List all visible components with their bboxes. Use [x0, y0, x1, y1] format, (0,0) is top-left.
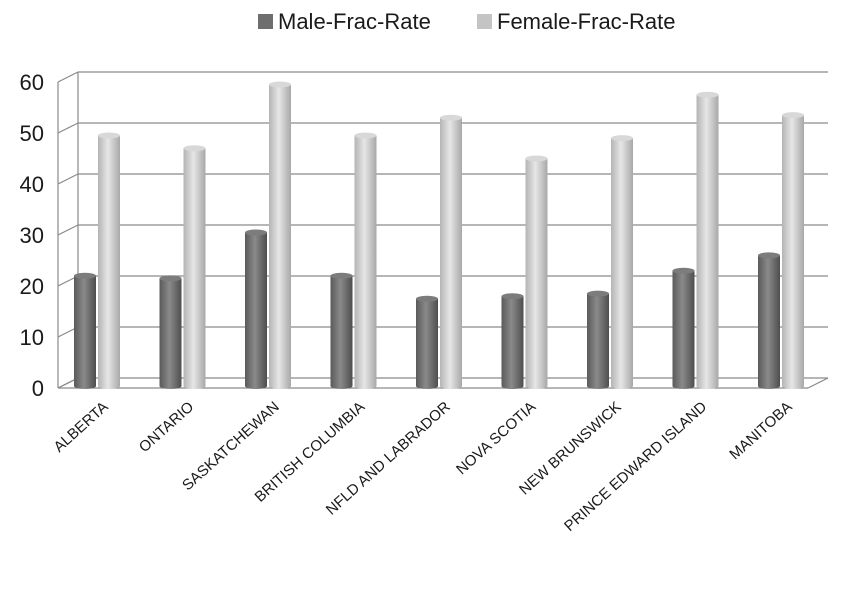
- x-category-label: ONTARIO: [136, 398, 197, 456]
- bar-bottom: [440, 383, 462, 389]
- bar-top: [98, 132, 120, 139]
- bar-male-2: [245, 229, 267, 389]
- bar-body: [782, 115, 804, 387]
- bar-female-3: [354, 132, 377, 389]
- bar-female-0: [98, 132, 120, 389]
- bar-bottom: [98, 383, 120, 389]
- legend-label-female: Female-Frac-Rate: [497, 9, 675, 34]
- bar-body: [501, 296, 524, 386]
- bar-bottom: [525, 383, 548, 389]
- y-tick-label: 40: [20, 172, 44, 197]
- x-category-label: NOVA SCOTIA: [453, 398, 539, 478]
- bar-female-5: [525, 155, 548, 389]
- bar-bottom: [183, 383, 206, 389]
- y-tick-label: 60: [20, 70, 44, 95]
- bar-female-4: [440, 114, 462, 389]
- bar-female-8: [782, 112, 804, 389]
- bar-bottom: [782, 383, 804, 389]
- bar-body: [269, 84, 291, 387]
- legend: Male-Frac-Rate Female-Frac-Rate: [258, 9, 675, 34]
- bar-body: [98, 135, 120, 386]
- bar-female-1: [183, 145, 206, 389]
- bar-body: [330, 275, 353, 386]
- bar-male-6: [587, 290, 609, 389]
- bar-male-8: [758, 252, 780, 389]
- bar-bottom: [416, 383, 438, 389]
- bar-female-7: [696, 91, 719, 389]
- bar-bottom: [672, 383, 695, 389]
- y-tick-label: 10: [20, 325, 44, 350]
- bar-top: [782, 112, 804, 119]
- bar-top: [587, 290, 609, 297]
- bar-male-5: [501, 293, 524, 389]
- x-category-label: ALBERTA: [51, 398, 112, 455]
- bar-top: [758, 252, 780, 259]
- bar-top: [525, 155, 548, 162]
- bar-male-7: [672, 267, 695, 389]
- legend-swatch-female: [477, 14, 492, 29]
- bar-body: [758, 255, 780, 386]
- bar-body: [696, 94, 719, 386]
- bar-bottom: [245, 383, 267, 389]
- bar-body: [416, 298, 438, 386]
- bar-bottom: [74, 383, 96, 389]
- gridline-depth: [57, 224, 79, 236]
- bar-bottom: [758, 383, 780, 389]
- bar-bottom: [587, 383, 609, 389]
- bar-male-1: [159, 275, 182, 389]
- bar-body: [611, 138, 633, 386]
- bar-body: [525, 158, 548, 386]
- y-axis-ticks: 0 10 20 30 40 50 60: [20, 70, 44, 401]
- x-category-label: PRINCE EDWARD ISLAND: [561, 398, 710, 535]
- bar-top: [440, 114, 462, 121]
- bar-male-3: [330, 272, 353, 389]
- x-category-label: MANITOBA: [726, 398, 795, 463]
- y-tick-label: 0: [32, 376, 44, 401]
- bar-bottom: [354, 383, 377, 389]
- bar-bottom: [501, 383, 524, 389]
- y-tick-label: 50: [20, 121, 44, 146]
- y-tick-label: 30: [20, 223, 44, 248]
- bar-bottom: [611, 383, 633, 389]
- bar-top: [74, 272, 96, 279]
- bar-top: [330, 272, 353, 279]
- bar-female-6: [611, 135, 633, 389]
- y-tick-label: 20: [20, 274, 44, 299]
- bar-bottom: [696, 383, 719, 389]
- bar-top: [354, 132, 377, 139]
- bar-top: [696, 91, 719, 98]
- bar-body: [183, 148, 206, 386]
- bar-top: [416, 295, 438, 302]
- bar-top: [183, 145, 206, 152]
- bar-male-4: [416, 295, 438, 389]
- bar-body: [672, 270, 695, 386]
- bar-body: [159, 278, 182, 386]
- bar-top: [611, 135, 633, 142]
- bar-body: [245, 232, 267, 386]
- bar-top: [672, 267, 695, 274]
- bars: [74, 81, 804, 389]
- bar-top: [501, 293, 524, 300]
- bar-body: [587, 293, 609, 386]
- bar-body: [354, 135, 377, 386]
- gridline-depth: [57, 71, 79, 83]
- bar-bottom: [269, 383, 291, 389]
- gridline-depth: [57, 122, 79, 134]
- gridline-depth: [57, 173, 79, 185]
- bar-female-2: [269, 81, 291, 389]
- bar-top: [269, 81, 291, 88]
- legend-swatch-male: [258, 14, 273, 29]
- bar-bottom: [330, 383, 353, 389]
- bar-top: [245, 229, 267, 236]
- bar-top: [159, 275, 182, 282]
- bar-bottom: [159, 383, 182, 389]
- bar-body: [440, 117, 462, 386]
- legend-label-male: Male-Frac-Rate: [278, 9, 431, 34]
- floor-right-edge: [807, 377, 829, 389]
- bar-male-0: [74, 272, 96, 389]
- bar-body: [74, 275, 96, 386]
